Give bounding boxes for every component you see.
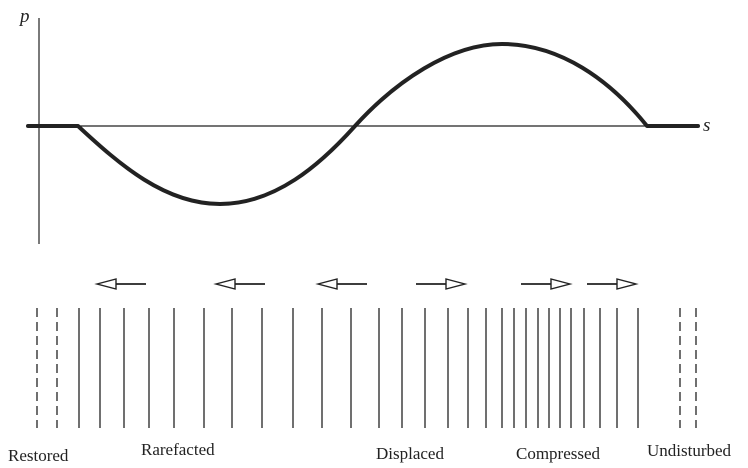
arrow-right-1	[416, 278, 468, 290]
region-label-displaced: Displaced	[376, 444, 444, 463]
layer-lines	[36, 308, 697, 428]
arrow-left-1	[94, 278, 146, 290]
region-label-restored: Restored	[8, 446, 69, 465]
pressure-curve	[26, 42, 700, 206]
arrow-left-2	[213, 278, 265, 290]
arrow-right-3	[587, 278, 639, 290]
x-axis-label: s	[703, 115, 710, 136]
y-axis-label: p	[18, 6, 30, 27]
arrow-right-2	[521, 278, 573, 290]
arrow-left-3	[315, 278, 367, 290]
region-label-rarefacted: Rarefacted	[141, 440, 215, 459]
region-label-undisturbed: Undisturbed	[647, 441, 732, 460]
region-label-compressed: Compressed	[516, 444, 601, 463]
